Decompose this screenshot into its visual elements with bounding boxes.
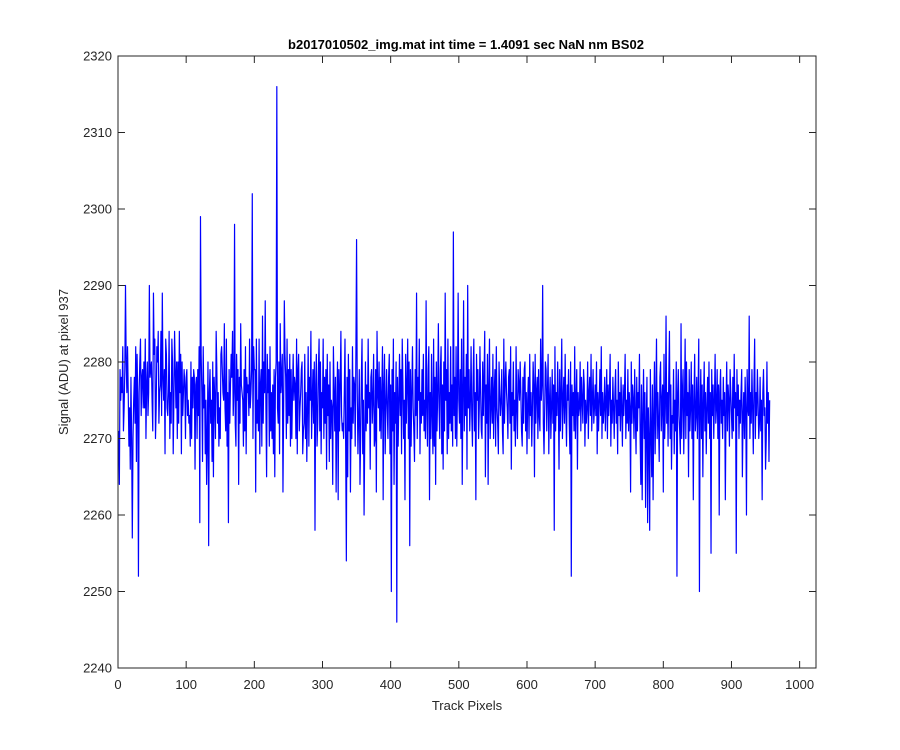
x-tick-label: 0 [114, 677, 121, 692]
y-tick-label: 2310 [83, 125, 112, 140]
x-tick-label: 900 [721, 677, 743, 692]
x-tick-label: 200 [243, 677, 265, 692]
x-tick-label: 600 [516, 677, 538, 692]
y-tick-label: 2320 [83, 49, 112, 64]
y-tick-label: 2300 [83, 202, 112, 217]
x-axis-label: Track Pixels [432, 698, 503, 713]
x-tick-label: 700 [584, 677, 606, 692]
x-tick-label: 300 [312, 677, 334, 692]
y-axis-label: Signal (ADU) at pixel 937 [56, 289, 71, 435]
chart-title: b2017010502_img.mat int time = 1.4091 se… [288, 37, 644, 52]
y-tick-label: 2260 [83, 508, 112, 523]
x-tick-label: 100 [175, 677, 197, 692]
y-tick-label: 2270 [83, 431, 112, 446]
x-tick-label: 400 [380, 677, 402, 692]
y-tick-label: 2290 [83, 278, 112, 293]
axes-layer: 0 100 200 300 400 500 600 700 800 900 1000 2240 2250… [83, 49, 817, 692]
x-tick-label: 1000 [785, 677, 814, 692]
y-tick-label: 2240 [83, 661, 112, 676]
y-tick-label: 2250 [83, 584, 112, 599]
x-tick-label: 800 [652, 677, 674, 692]
series-line-1 [118, 85, 771, 623]
x-tick-label: 500 [448, 677, 470, 692]
data-layer [118, 85, 771, 623]
y-tick-label: 2280 [83, 355, 112, 370]
